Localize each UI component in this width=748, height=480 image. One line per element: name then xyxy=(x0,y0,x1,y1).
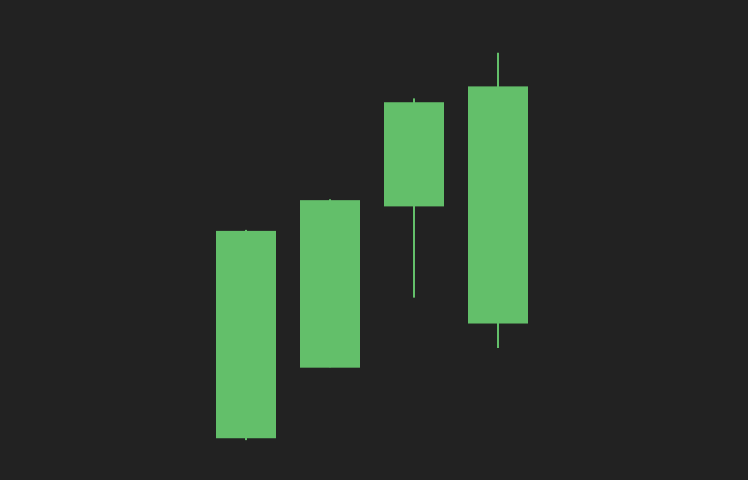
candle-body xyxy=(384,102,444,207)
candle-4 xyxy=(468,52,528,348)
candle-body xyxy=(300,200,360,368)
candles-layer xyxy=(216,52,528,441)
candle-body xyxy=(216,230,276,439)
candle-body xyxy=(468,86,528,324)
candle-1 xyxy=(216,229,276,441)
candle-2 xyxy=(300,199,360,368)
candle-3 xyxy=(384,98,444,298)
